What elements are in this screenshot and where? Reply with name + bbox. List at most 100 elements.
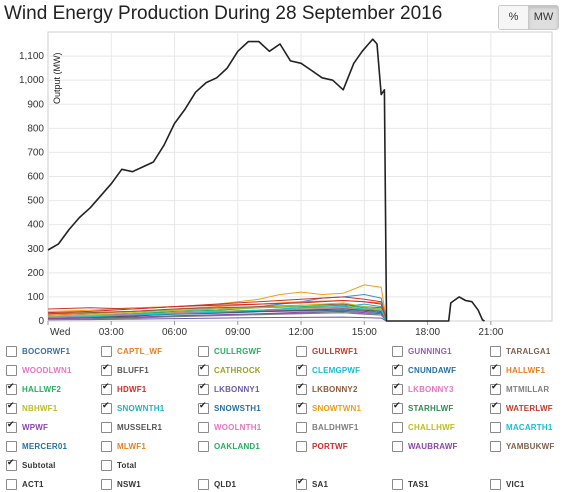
legend-checkbox[interactable] [101,421,112,433]
legend-checkbox[interactable] [490,401,501,414]
legend-checkbox[interactable] [392,363,403,376]
legend-checkbox[interactable] [101,345,112,357]
legend-checkbox[interactable] [490,421,501,433]
legend-checkbox[interactable] [490,382,501,395]
legend-label: NBHWF1 [22,403,58,413]
legend-item-musselr1[interactable]: MUSSELR1 [101,420,162,434]
legend-checkbox[interactable] [296,382,307,395]
legend-checkbox[interactable] [6,364,17,376]
legend-checkbox[interactable] [101,478,112,490]
series-line-clemgpwf [47,306,387,322]
legend-label: LKBONNY1 [214,384,260,394]
legend-checkbox[interactable] [101,440,112,452]
legend-label: HALLWF1 [506,365,546,375]
legend-item-snowtwn1[interactable]: SNOWTWN1 [296,401,361,415]
legend-checkbox[interactable] [198,401,209,414]
legend-item-mtmillar[interactable]: MTMILLAR [490,382,549,396]
legend-checkbox[interactable] [392,478,403,490]
legend-item-mlwf1[interactable]: MLWF1 [101,439,146,453]
legend-item-total[interactable]: Total [101,458,137,472]
legend-item-lkbonny3[interactable]: LKBONNY3 [392,382,454,396]
legend-checkbox[interactable] [392,382,403,395]
legend-item-vic1[interactable]: VIC1 [490,477,525,491]
legend-item-waterlwf[interactable]: WATERLWF [490,401,553,415]
legend-checkbox[interactable] [198,440,209,452]
legend-item-bocorwf1[interactable]: BOCORWF1 [6,344,70,358]
mw-button[interactable]: MW [528,6,558,29]
legend-checkbox[interactable] [296,440,307,452]
legend-checkbox[interactable] [392,345,403,357]
legend-item-woodlwn1[interactable]: WOODLWN1 [6,363,72,377]
y-tick-label: 100 [27,292,44,303]
legend-item-portwf[interactable]: PORTWF [296,439,348,453]
legend-checkbox[interactable] [490,440,501,452]
legend-checkbox[interactable] [392,401,403,414]
legend-checkbox[interactable] [296,401,307,414]
legend-checkbox[interactable] [6,440,17,452]
legend-item-hallwf2[interactable]: HALLWF2 [6,382,61,396]
legend-item-lkbonny1[interactable]: LKBONNY1 [198,382,260,396]
legend-checkbox[interactable] [101,459,112,471]
legend-checkbox[interactable] [392,421,403,433]
series-line-waterlwf [47,296,387,322]
legend-item-subtotal[interactable]: Subtotal [6,458,56,472]
legend-item-tas1[interactable]: TAS1 [392,477,429,491]
legend-item-yambukwf[interactable]: YAMBUKWF [490,439,554,453]
y-tick-label: 1,100 [19,51,44,62]
legend-checkbox[interactable] [6,458,17,471]
legend-item-captl_wf[interactable]: CAPTL_WF [101,344,162,358]
legend-item-taralga1[interactable]: TARALGA1 [490,344,551,358]
legend-item-nbhwf1[interactable]: NBHWF1 [6,401,57,415]
legend-item-starhlwf[interactable]: STARHLWF [392,401,453,415]
legend-checkbox[interactable] [490,345,501,357]
legend-item-macarth1[interactable]: MACARTH1 [490,420,553,434]
legend-item-lkbonny2[interactable]: LKBONNY2 [296,382,358,396]
legend-item-mercer01[interactable]: MERCER01 [6,439,67,453]
legend-checkbox[interactable] [296,477,307,490]
legend-item-cathrock[interactable]: CATHROCK [198,363,261,377]
legend-checkbox[interactable] [6,478,17,490]
legend-item-cullrgwf[interactable]: CULLRGWF [198,344,261,358]
legend-item-baldhwf1[interactable]: BALDHWF1 [296,420,358,434]
legend-checkbox[interactable] [392,440,403,452]
legend-checkbox[interactable] [198,345,209,357]
legend-checkbox[interactable] [101,401,112,414]
legend-item-hallwf1[interactable]: HALLWF1 [490,363,545,377]
legend-item-gullrwf1[interactable]: GULLRWF1 [296,344,358,358]
legend-checkbox[interactable] [490,363,501,376]
legend-item-sa1[interactable]: SA1 [296,477,328,491]
legend-item-qld1[interactable]: QLD1 [198,477,236,491]
legend-checkbox[interactable] [101,382,112,395]
legend-item-woolnth1[interactable]: WOOLNTH1 [198,420,261,434]
legend-checkbox[interactable] [101,363,112,376]
legend-item-clemgpwf[interactable]: CLEMGPWF [296,363,360,377]
legend-item-snowsth1[interactable]: SNOWSTH1 [198,401,261,415]
legend-checkbox[interactable] [296,345,307,357]
legend-item-hdwf1[interactable]: HDWF1 [101,382,146,396]
legend-label: MTMILLAR [506,384,550,394]
legend-item-challhwf[interactable]: CHALLHWF [392,420,455,434]
legend-checkbox[interactable] [6,382,17,395]
legend-item-act1[interactable]: ACT1 [6,477,44,491]
percent-button[interactable]: % [499,6,528,29]
legend-checkbox[interactable] [198,363,209,376]
legend-label: MACARTH1 [506,422,553,432]
legend-item-nsw1[interactable]: NSW1 [101,477,141,491]
legend-checkbox[interactable] [6,420,17,433]
legend-item-waubrawf[interactable]: WAUBRAWF [392,439,458,453]
legend-item-snownth1[interactable]: SNOWNTH1 [101,401,164,415]
legend-checkbox[interactable] [198,382,209,395]
legend-item-gunning1[interactable]: GUNNING1 [392,344,452,358]
legend-label: VIC1 [506,479,525,489]
legend-checkbox[interactable] [490,478,501,490]
legend-checkbox[interactable] [198,478,209,490]
legend-item-oakland1[interactable]: OAKLAND1 [198,439,260,453]
legend-item-bluff1[interactable]: BLUFF1 [101,363,149,377]
legend-item-wpwf[interactable]: WPWF [6,420,48,434]
legend-item-cnundawf[interactable]: CNUNDAWF [392,363,456,377]
legend-checkbox[interactable] [198,421,209,433]
legend-checkbox[interactable] [296,363,307,376]
legend-checkbox[interactable] [6,345,17,357]
legend-checkbox[interactable] [296,421,307,433]
legend-checkbox[interactable] [6,401,17,414]
